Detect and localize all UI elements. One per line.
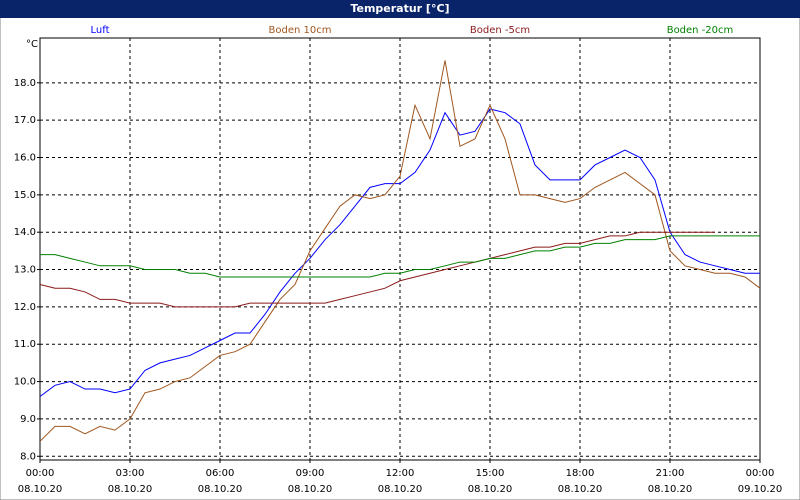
x-tick-label: 06:00: [206, 468, 235, 479]
series-line: [39, 60, 761, 442]
x-tick-date: 08.10.20: [198, 484, 243, 495]
series-line: [40, 235, 760, 278]
x-tick-label: 03:00: [116, 468, 145, 479]
y-tick-label: 10.0: [14, 377, 36, 388]
y-tick-label: 11.0: [14, 339, 36, 350]
x-tick-label: 00:00: [746, 468, 775, 479]
y-tick-label: 15.0: [14, 190, 36, 201]
legend-label: Boden 10cm: [269, 25, 332, 36]
legend-label: Boden -5cm: [470, 25, 530, 36]
x-tick-date: 08.10.20: [108, 484, 153, 495]
y-tick-label: 13.0: [14, 265, 36, 276]
x-tick-date: 08.10.20: [558, 484, 603, 495]
title-bar: [0, 0, 800, 18]
x-tick-label: 21:00: [656, 468, 685, 479]
x-tick-label: 18:00: [566, 468, 595, 479]
y-tick-label: 8.0: [20, 451, 36, 462]
x-tick-label: 09:00: [296, 468, 325, 479]
y-tick-label: 14.0: [14, 227, 36, 238]
legend-label: Luft: [91, 25, 110, 36]
x-tick-date: 08.10.20: [468, 484, 513, 495]
legend-label: Boden -20cm: [667, 25, 734, 36]
x-tick-date: 08.10.20: [378, 484, 423, 495]
series-line: [39, 108, 760, 397]
x-tick-label: 12:00: [386, 468, 415, 479]
x-tick-date: 08.10.20: [18, 484, 63, 495]
x-tick-date: 09.10.20: [738, 484, 783, 495]
x-tick-label: 15:00: [476, 468, 505, 479]
y-tick-label: 12.0: [14, 302, 36, 313]
x-tick-date: 08.10.20: [648, 484, 693, 495]
y-tick-label: 18.0: [14, 78, 36, 89]
y-tick-label: 9.0: [20, 414, 36, 425]
y-axis-label: °C: [26, 39, 38, 50]
x-tick-label: 00:00: [26, 468, 55, 479]
series-line: [39, 231, 715, 308]
y-tick-label: 17.0: [14, 115, 36, 126]
chart-title: Temperatur [°C]: [350, 2, 449, 15]
x-tick-date: 08.10.20: [288, 484, 333, 495]
y-tick-label: 16.0: [14, 153, 36, 164]
